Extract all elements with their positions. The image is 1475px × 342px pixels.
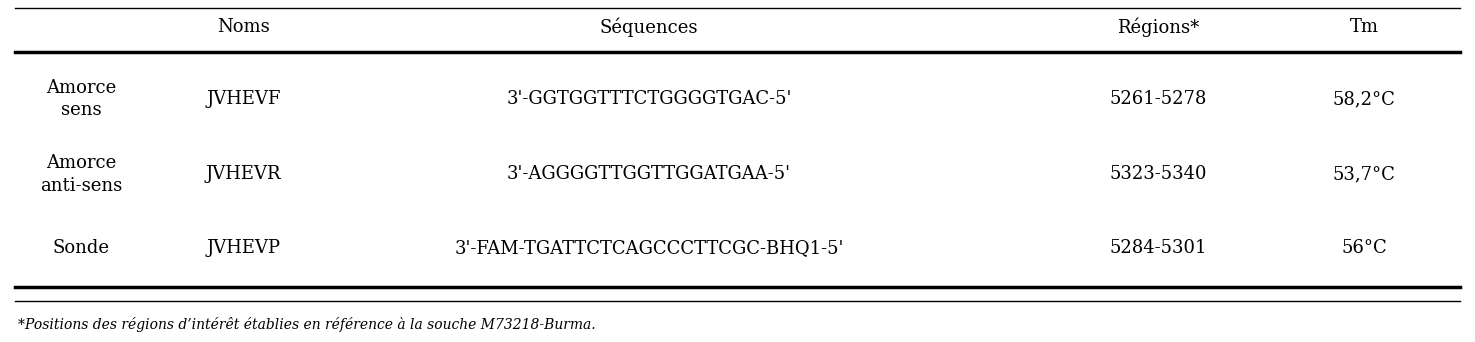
Text: Séquences: Séquences [600, 17, 698, 37]
Text: 5261-5278: 5261-5278 [1109, 90, 1207, 108]
Text: 3'-GGTGGTTTCTGGGGTGAC-5': 3'-GGTGGTTTCTGGGGTGAC-5' [506, 90, 792, 108]
Text: Amorce
sens: Amorce sens [46, 79, 117, 119]
Text: *Positions des régions d’intérêt établies en référence à la souche M73218-Burma.: *Positions des régions d’intérêt établie… [18, 317, 596, 332]
Text: 3'-AGGGGTTGGTTGGATGAA-5': 3'-AGGGGTTGGTTGGATGAA-5' [507, 166, 791, 183]
Text: Régions*: Régions* [1117, 17, 1199, 37]
Text: Noms: Noms [217, 18, 270, 36]
Text: 5323-5340: 5323-5340 [1109, 166, 1207, 183]
Text: 56°C: 56°C [1341, 239, 1388, 257]
Text: JVHEVF: JVHEVF [207, 90, 280, 108]
Text: 5284-5301: 5284-5301 [1109, 239, 1207, 257]
Text: Amorce
anti-sens: Amorce anti-sens [40, 154, 122, 195]
Text: 58,2°C: 58,2°C [1333, 90, 1395, 108]
Text: 3'-FAM-TGATTCTCAGCCCTTCGC-BHQ1-5': 3'-FAM-TGATTCTCAGCCCTTCGC-BHQ1-5' [454, 239, 844, 257]
Text: JVHEVR: JVHEVR [205, 166, 282, 183]
Text: JVHEVP: JVHEVP [207, 239, 280, 257]
Text: Sonde: Sonde [53, 239, 109, 257]
Text: 53,7°C: 53,7°C [1333, 166, 1395, 183]
Text: Tm: Tm [1350, 18, 1379, 36]
